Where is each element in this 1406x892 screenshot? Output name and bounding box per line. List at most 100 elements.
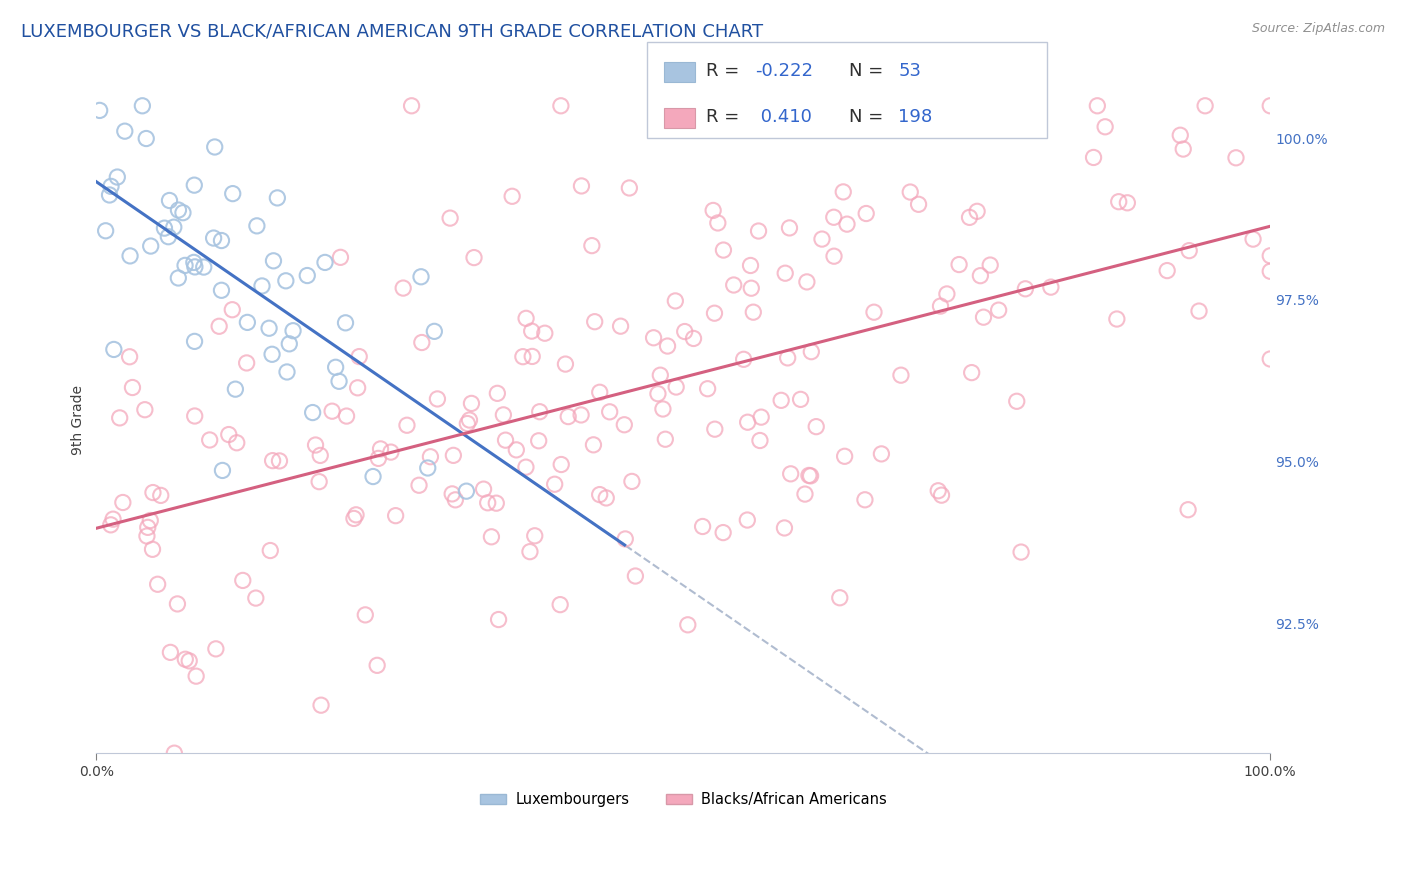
Point bbox=[314, 255, 336, 269]
Point bbox=[973, 310, 995, 325]
Text: 198: 198 bbox=[898, 108, 932, 126]
Point bbox=[134, 402, 156, 417]
Point bbox=[103, 343, 125, 357]
Point bbox=[979, 258, 1001, 272]
Point bbox=[328, 374, 350, 388]
Point bbox=[121, 380, 143, 394]
Point bbox=[211, 463, 233, 477]
Point bbox=[344, 508, 367, 522]
Point bbox=[456, 417, 478, 431]
Point bbox=[174, 652, 197, 666]
Point bbox=[204, 140, 226, 154]
Point bbox=[347, 350, 370, 364]
Point bbox=[224, 382, 246, 396]
Point bbox=[581, 238, 603, 252]
Point bbox=[870, 447, 893, 461]
Point bbox=[1173, 142, 1195, 156]
Point bbox=[890, 368, 912, 383]
Point bbox=[703, 306, 725, 320]
Point bbox=[550, 458, 572, 472]
Point bbox=[211, 283, 233, 297]
Point bbox=[589, 487, 612, 501]
Point bbox=[673, 325, 696, 339]
Point bbox=[262, 453, 284, 467]
Point bbox=[1105, 312, 1128, 326]
Point bbox=[806, 419, 828, 434]
Point bbox=[544, 477, 567, 491]
Point bbox=[1014, 282, 1036, 296]
Point bbox=[257, 321, 280, 335]
Point bbox=[1258, 351, 1281, 366]
Point bbox=[419, 450, 441, 464]
Point bbox=[969, 268, 991, 283]
Point bbox=[557, 409, 579, 424]
Point bbox=[370, 442, 392, 456]
Point bbox=[599, 405, 621, 419]
Point bbox=[146, 577, 169, 591]
Point bbox=[139, 514, 162, 528]
Point bbox=[522, 350, 544, 364]
Point bbox=[269, 454, 291, 468]
Point bbox=[346, 381, 368, 395]
Point bbox=[263, 253, 285, 268]
Point bbox=[811, 232, 834, 246]
Point bbox=[1156, 263, 1178, 277]
Point bbox=[274, 274, 297, 288]
Point bbox=[515, 460, 537, 475]
Point bbox=[259, 543, 281, 558]
Point bbox=[157, 229, 180, 244]
Point bbox=[853, 492, 876, 507]
Point bbox=[367, 451, 389, 466]
Point bbox=[486, 386, 509, 401]
Point bbox=[101, 512, 124, 526]
Point bbox=[835, 217, 858, 231]
Point bbox=[108, 410, 131, 425]
Point bbox=[159, 194, 181, 208]
Point bbox=[208, 319, 231, 334]
Point bbox=[533, 326, 555, 341]
Point bbox=[737, 513, 759, 527]
Point bbox=[250, 279, 273, 293]
Point bbox=[380, 445, 402, 459]
Point bbox=[614, 532, 637, 546]
Point bbox=[361, 469, 384, 483]
Point bbox=[142, 485, 165, 500]
Point bbox=[898, 185, 921, 199]
Point bbox=[589, 385, 612, 400]
Point bbox=[225, 435, 247, 450]
Point bbox=[205, 641, 228, 656]
Text: N =: N = bbox=[849, 108, 889, 126]
Text: -0.222: -0.222 bbox=[755, 62, 813, 79]
Point bbox=[141, 542, 163, 557]
Point bbox=[297, 268, 319, 283]
Text: Source: ZipAtlas.com: Source: ZipAtlas.com bbox=[1251, 22, 1385, 36]
Point bbox=[1258, 264, 1281, 278]
Point bbox=[1241, 232, 1264, 246]
Point bbox=[550, 99, 572, 113]
Point bbox=[409, 269, 432, 284]
Point bbox=[682, 331, 704, 345]
Point bbox=[935, 287, 957, 301]
Point bbox=[343, 511, 366, 525]
Point bbox=[488, 613, 510, 627]
Point bbox=[183, 255, 205, 269]
Point bbox=[651, 402, 673, 417]
Point bbox=[411, 335, 433, 350]
Point bbox=[515, 311, 537, 326]
Point bbox=[676, 617, 699, 632]
Point bbox=[98, 188, 121, 202]
Point bbox=[495, 433, 517, 447]
Point bbox=[416, 461, 439, 475]
Point bbox=[1258, 99, 1281, 113]
Point bbox=[335, 409, 357, 423]
Point bbox=[619, 181, 641, 195]
Point bbox=[987, 303, 1010, 318]
Point bbox=[1188, 304, 1211, 318]
Point bbox=[118, 350, 141, 364]
Point bbox=[723, 278, 745, 293]
Point bbox=[823, 249, 845, 263]
Point bbox=[481, 530, 503, 544]
Point bbox=[523, 529, 546, 543]
Point bbox=[737, 415, 759, 429]
Point bbox=[163, 746, 186, 760]
